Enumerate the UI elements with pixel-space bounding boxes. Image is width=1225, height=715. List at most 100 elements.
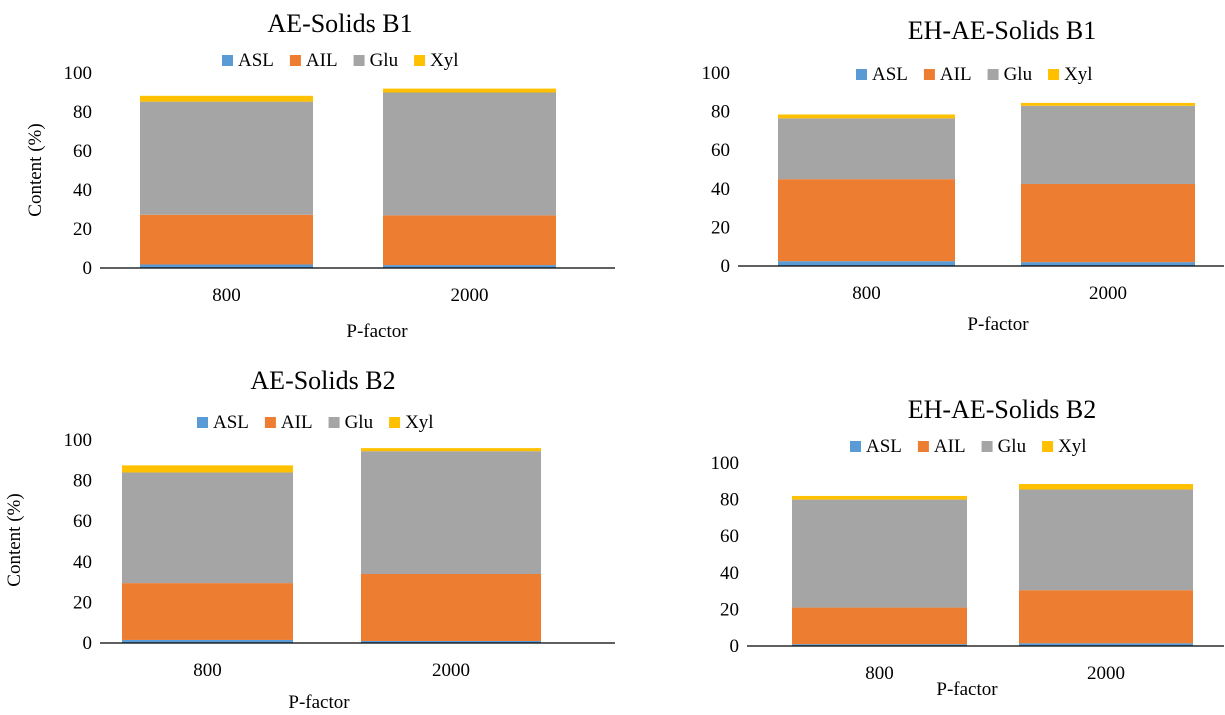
bar-asl-800 <box>122 639 293 643</box>
x-tick-label: 800 <box>852 283 881 304</box>
legend-label-glu: Glu <box>998 436 1027 457</box>
legend-swatch-glu <box>328 417 340 428</box>
y-tick-label: 80 <box>711 102 730 123</box>
legend-label-ail: AIL <box>940 64 972 85</box>
bar-ail-800 <box>122 583 293 640</box>
y-tick-label: 80 <box>73 471 92 492</box>
y-tick-label: 60 <box>73 141 92 162</box>
legend-swatch-xyl <box>389 417 401 428</box>
bar-xyl-2000 <box>1021 102 1195 106</box>
chart-title: AE-Solids B1 <box>267 9 412 38</box>
bar-glu-2000 <box>1019 489 1193 591</box>
bar-xyl-800 <box>140 95 313 102</box>
y-tick-label: 80 <box>73 102 92 123</box>
legend-swatch-asl <box>222 55 233 66</box>
bar-glu-2000 <box>361 451 541 574</box>
bar-xyl-800 <box>792 495 967 500</box>
legend-label-xyl: Xyl <box>1064 64 1093 85</box>
chart-title: EH-AE-Solids B2 <box>908 395 1097 424</box>
chart-panel-4: EH-AE-Solids B2 ASL AIL Glu Xyl 0 20 40 60 80 100 8… <box>711 395 1224 700</box>
bar-asl-2000 <box>383 265 556 268</box>
legend-label-asl: ASL <box>872 64 908 85</box>
y-tick-label: 40 <box>73 180 92 201</box>
legend-label-xyl: Xyl <box>430 50 459 71</box>
bar-glu-2000 <box>383 92 556 216</box>
x-tick-label: 800 <box>212 285 241 306</box>
bar-asl-800 <box>778 261 955 266</box>
legend-label-glu: Glu <box>345 412 374 433</box>
legend-swatch-asl <box>197 417 208 428</box>
x-tick-label: 800 <box>865 663 894 684</box>
y-tick-label: 20 <box>720 599 739 620</box>
legend-label-ail: AIL <box>934 436 966 457</box>
bar-asl-2000 <box>1019 643 1193 646</box>
legend-swatch-xyl <box>1048 69 1060 80</box>
y-tick-label: 0 <box>730 636 740 657</box>
bar-ail-800 <box>140 214 313 265</box>
legend-swatch-ail <box>923 69 935 80</box>
y-tick-label: 60 <box>711 140 730 161</box>
y-tick-label: 100 <box>64 63 93 84</box>
y-tick-label: 100 <box>711 453 740 474</box>
x-axis-title: P-factor <box>967 314 1029 335</box>
bar-glu-2000 <box>1021 105 1195 184</box>
x-tick-label: 2000 <box>451 285 489 306</box>
y-tick-label: 0 <box>83 258 93 279</box>
bar-ail-2000 <box>1019 590 1193 644</box>
bar-glu-800 <box>140 101 313 215</box>
bar-glu-800 <box>122 472 293 584</box>
legend-label-glu: Glu <box>1004 64 1033 85</box>
x-tick-label: 2000 <box>1087 663 1125 684</box>
legend-label-ail: AIL <box>306 50 338 71</box>
bar-xyl-2000 <box>1019 484 1193 490</box>
legend-swatch-asl <box>856 69 867 80</box>
chart-title: AE-Solids B2 <box>250 366 395 395</box>
y-tick-label: 20 <box>711 217 730 238</box>
bar-xyl-2000 <box>361 448 541 452</box>
legend-label-asl: ASL <box>213 412 249 433</box>
bar-asl-2000 <box>361 640 541 643</box>
bar-asl-800 <box>140 264 313 268</box>
y-axis-title: Content (%) <box>4 493 25 586</box>
y-tick-label: 40 <box>711 179 730 200</box>
x-tick-label: 800 <box>193 660 222 681</box>
bar-glu-800 <box>792 499 967 608</box>
y-axis-title: Content (%) <box>25 123 46 216</box>
bar-ail-800 <box>778 179 955 262</box>
legend-label-asl: ASL <box>866 436 902 457</box>
legend-swatch-ail <box>917 441 929 452</box>
legend-label-xyl: Xyl <box>405 412 434 433</box>
bar-asl-2000 <box>1021 262 1195 266</box>
bar-ail-800 <box>792 607 967 645</box>
x-axis-title: P-factor <box>346 321 408 342</box>
legend-label-ail: AIL <box>281 412 313 433</box>
legend-label-glu: Glu <box>370 50 399 71</box>
legend-swatch-glu <box>353 55 365 66</box>
y-tick-label: 20 <box>73 219 92 240</box>
legend-label-asl: ASL <box>238 50 274 71</box>
bar-asl-800 <box>792 644 967 646</box>
legend-swatch-xyl <box>414 55 426 66</box>
bar-ail-2000 <box>383 215 556 266</box>
x-tick-label: 2000 <box>1089 283 1127 304</box>
bar-xyl-800 <box>778 114 955 119</box>
y-tick-label: 100 <box>64 430 93 451</box>
legend-swatch-ail <box>264 417 276 428</box>
legend-swatch-xyl <box>1042 441 1054 452</box>
x-axis-title: P-factor <box>936 679 998 700</box>
y-tick-label: 60 <box>73 511 92 532</box>
y-tick-label: 60 <box>720 526 739 547</box>
y-tick-label: 40 <box>73 552 92 573</box>
y-tick-label: 0 <box>83 633 93 654</box>
bar-glu-800 <box>778 118 955 180</box>
y-tick-label: 40 <box>720 563 739 584</box>
y-tick-label: 100 <box>702 63 731 84</box>
legend-swatch-glu <box>987 69 999 80</box>
bar-xyl-800 <box>122 465 293 473</box>
legend-label-xyl: Xyl <box>1058 436 1087 457</box>
chart-title: EH-AE-Solids B1 <box>908 16 1097 45</box>
bar-ail-2000 <box>1021 183 1195 263</box>
y-tick-label: 0 <box>721 256 731 277</box>
